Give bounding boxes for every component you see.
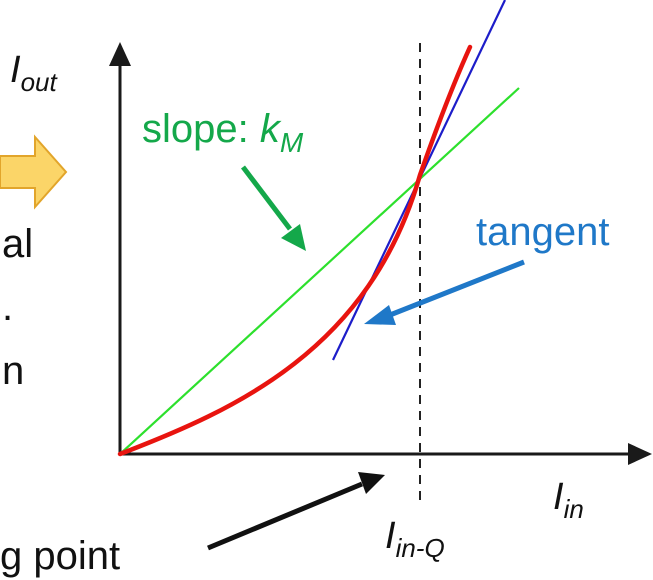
x-axis-arrowhead [628, 443, 652, 465]
left-text-2: . [2, 285, 13, 329]
slope-pointer-arrow [241, 165, 292, 231]
transfer-curve [117, 44, 473, 457]
tangent-pointer-arrowhead [364, 305, 396, 325]
bottom-text: g point [0, 534, 120, 578]
slope-pointer-arrowhead [281, 224, 306, 251]
operating-point-pointer-arrow [207, 481, 363, 551]
y-axis-label: Iout [10, 49, 58, 97]
tangent-label: tangent [476, 210, 609, 254]
slope-label: slope: kM [142, 107, 304, 158]
operating-point-pointer-arrowhead [358, 472, 385, 494]
secant-line [119, 87, 520, 455]
left-text-3: n [2, 349, 24, 393]
x-axis-label: Iin [553, 476, 584, 524]
left-text-1: al [2, 222, 33, 266]
right-arrow-icon [0, 134, 68, 210]
tangent-pointer-arrow [389, 259, 525, 318]
y-axis-arrowhead [109, 42, 131, 66]
operating-point-label: Iin-Q [385, 515, 445, 563]
